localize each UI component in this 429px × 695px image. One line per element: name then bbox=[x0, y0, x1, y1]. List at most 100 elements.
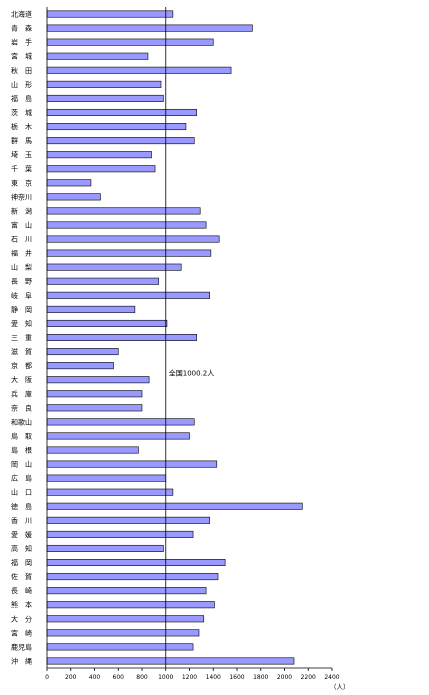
bar bbox=[46, 207, 201, 215]
category-label: 静 岡 bbox=[11, 305, 32, 314]
category-label: 愛 媛 bbox=[11, 530, 32, 539]
bar bbox=[46, 38, 214, 46]
bar bbox=[46, 390, 143, 398]
category-label: 高 知 bbox=[11, 544, 32, 553]
bar bbox=[46, 601, 215, 609]
category-label: 京 都 bbox=[11, 361, 32, 370]
bar bbox=[46, 151, 152, 159]
x-tick-label: 2400 bbox=[324, 674, 339, 681]
bar bbox=[46, 573, 219, 581]
bar bbox=[46, 249, 212, 257]
bar bbox=[46, 460, 218, 468]
bar bbox=[46, 52, 149, 60]
bar bbox=[46, 488, 174, 496]
bar bbox=[46, 66, 232, 74]
bar bbox=[46, 446, 139, 454]
bar bbox=[46, 179, 92, 187]
bar bbox=[46, 362, 114, 370]
category-label: 愛 知 bbox=[11, 319, 32, 328]
category-label: 宮 城 bbox=[11, 52, 32, 61]
x-tick-label: 1600 bbox=[229, 674, 244, 681]
bar bbox=[46, 137, 195, 145]
bar bbox=[46, 502, 303, 510]
bars bbox=[46, 10, 303, 665]
category-label: 岡 山 bbox=[11, 460, 32, 469]
bar bbox=[46, 277, 159, 285]
category-label: 千 葉 bbox=[11, 164, 32, 173]
bar bbox=[46, 404, 143, 412]
category-label: 大 分 bbox=[11, 614, 32, 623]
category-label: 滋 賀 bbox=[11, 347, 32, 356]
x-tick-label: 1800 bbox=[253, 674, 268, 681]
category-label: 北海道 bbox=[11, 10, 32, 19]
bar bbox=[46, 432, 190, 440]
category-label: 和歌山 bbox=[11, 417, 32, 426]
category-label: 石 川 bbox=[11, 236, 32, 244]
x-tick-label: 2000 bbox=[277, 674, 292, 681]
x-tick-label: 200 bbox=[65, 674, 77, 681]
bar bbox=[46, 657, 295, 665]
category-label: 長 崎 bbox=[11, 586, 32, 595]
bar bbox=[46, 333, 197, 341]
category-label: 大 阪 bbox=[11, 375, 32, 384]
bar bbox=[46, 629, 200, 637]
category-label: 香 川 bbox=[11, 516, 32, 525]
bar bbox=[46, 10, 174, 18]
category-label: 徳 島 bbox=[11, 502, 32, 511]
bar bbox=[46, 615, 205, 623]
bar bbox=[46, 24, 253, 32]
x-tick-label: 0 bbox=[45, 674, 49, 681]
bar bbox=[46, 319, 168, 327]
x-tick-label: 1400 bbox=[206, 674, 221, 681]
bar bbox=[46, 108, 197, 116]
category-label: 山 梨 bbox=[11, 263, 32, 272]
category-label: 茨 城 bbox=[11, 108, 32, 117]
x-tick-label: 1000 bbox=[158, 674, 173, 681]
category-label: 秋 田 bbox=[11, 66, 32, 75]
bar bbox=[46, 544, 164, 552]
bar bbox=[46, 221, 207, 229]
bar bbox=[46, 587, 207, 595]
x-tick-label: 2200 bbox=[301, 674, 316, 681]
category-label: 青 森 bbox=[11, 24, 32, 33]
category-label: 新 潟 bbox=[11, 206, 32, 215]
category-label: 宮 崎 bbox=[11, 628, 32, 637]
bar bbox=[46, 643, 194, 651]
bar bbox=[46, 263, 182, 271]
category-label: 鹿児島 bbox=[11, 642, 32, 651]
x-tick-label: 800 bbox=[136, 674, 148, 681]
category-label: 長 野 bbox=[11, 278, 32, 286]
category-label: 群 馬 bbox=[11, 136, 32, 145]
x-axis-ticks: 0 200 400 600 800 1000 1200 1400 1600 1800 2000 220… bbox=[45, 668, 340, 681]
category-label: 岐 阜 bbox=[11, 291, 32, 300]
category-label: 埼 玉 bbox=[11, 150, 32, 159]
category-label: 佐 賀 bbox=[11, 572, 32, 581]
bar bbox=[46, 94, 164, 102]
national-average-label: 全国1000.2人 bbox=[169, 368, 215, 377]
x-tick-label: 1200 bbox=[182, 674, 197, 681]
category-label: 福 井 bbox=[11, 249, 32, 258]
category-label: 栃 木 bbox=[11, 122, 32, 131]
category-label: 福 岡 bbox=[11, 558, 32, 567]
bar bbox=[46, 474, 167, 482]
category-label: 富 山 bbox=[11, 220, 32, 229]
category-label: 東 京 bbox=[11, 178, 32, 187]
category-label: 岩 手 bbox=[11, 38, 32, 47]
category-label: 広 島 bbox=[11, 474, 32, 483]
x-axis-unit-label: （人） bbox=[330, 683, 350, 691]
category-label: 島 根 bbox=[11, 446, 32, 455]
bar bbox=[46, 559, 226, 567]
category-label: 沖 縄 bbox=[11, 656, 32, 665]
bar bbox=[46, 193, 101, 201]
x-tick-label: 400 bbox=[89, 674, 101, 681]
category-label: 熊 本 bbox=[11, 600, 32, 609]
category-label: 山 形 bbox=[11, 80, 32, 89]
category-label: 奈 良 bbox=[11, 403, 32, 412]
bar bbox=[46, 418, 195, 426]
bar bbox=[46, 291, 210, 299]
bar bbox=[46, 80, 162, 88]
bar bbox=[46, 516, 210, 524]
bar bbox=[46, 348, 119, 356]
